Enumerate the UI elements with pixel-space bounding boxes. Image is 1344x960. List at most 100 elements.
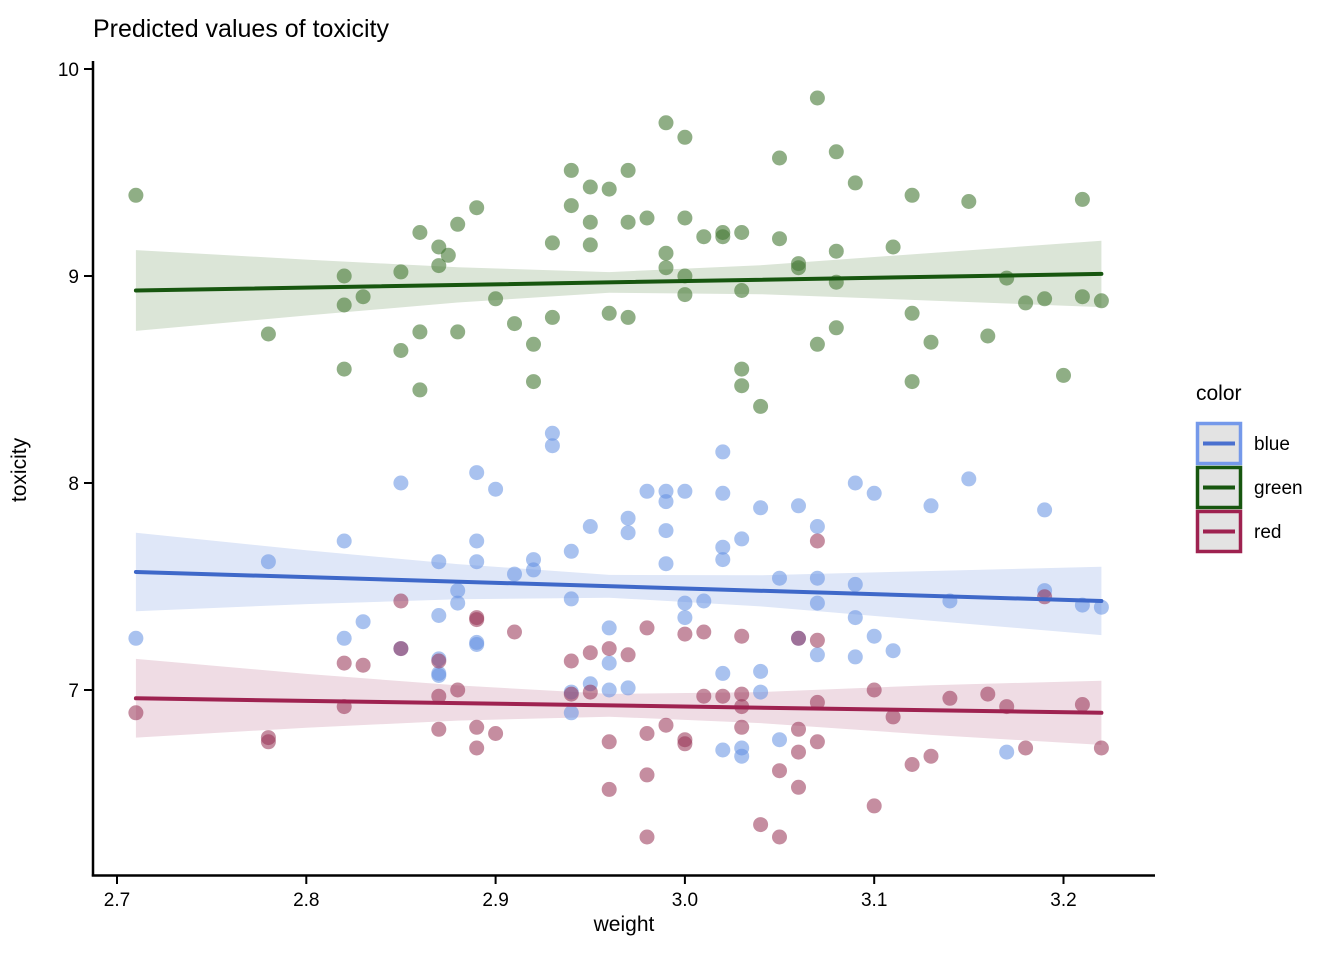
data-point-green: [412, 324, 428, 340]
data-point-green: [809, 90, 825, 106]
legend-label-green: green: [1254, 478, 1303, 499]
data-point-blue: [601, 620, 617, 636]
data-point-green: [526, 336, 541, 352]
data-point-blue: [128, 630, 144, 646]
data-point-red: [791, 721, 806, 737]
data-point-red: [639, 767, 655, 783]
plot-title: Predicted values of toxicity: [93, 15, 389, 43]
data-point-blue: [563, 705, 579, 721]
data-point-green: [544, 235, 560, 251]
data-point-blue: [715, 485, 731, 501]
data-point-green: [772, 150, 787, 166]
data-point-green: [658, 115, 674, 131]
x-tick-label: 3.2: [1050, 890, 1076, 911]
data-point-red: [772, 763, 787, 779]
data-point-green: [412, 382, 428, 398]
data-point-blue: [469, 554, 485, 570]
y-tick-label: 7: [68, 681, 79, 702]
data-point-blue: [336, 630, 352, 646]
data-point-green: [734, 361, 750, 377]
data-point-red: [431, 721, 447, 737]
x-axis-tick-labels: 2.7 2.8 2.9 3.0 3.1 3.2: [104, 890, 1077, 911]
data-point-blue: [431, 554, 447, 570]
data-point-green: [677, 210, 693, 226]
data-point-blue: [753, 663, 769, 679]
data-point-blue: [658, 494, 674, 510]
data-point-blue: [715, 742, 731, 758]
data-point-red: [639, 620, 655, 636]
data-point-green: [828, 144, 844, 160]
y-axis-ticks: [84, 68, 92, 691]
data-point-red: [942, 690, 958, 706]
legend-entry-green: green: [1195, 465, 1303, 510]
data-point-blue: [809, 595, 825, 611]
legend-label-blue: blue: [1254, 434, 1290, 455]
data-point-blue: [260, 554, 276, 570]
data-point-blue: [507, 566, 522, 582]
data-point-green: [507, 316, 522, 332]
x-tick-label: 2.7: [104, 890, 130, 911]
data-point-green: [639, 210, 655, 226]
data-point-green: [658, 260, 674, 276]
data-point-red: [734, 686, 750, 702]
data-point-red: [772, 829, 787, 845]
data-point-red: [923, 748, 939, 764]
data-point-green: [658, 245, 674, 261]
data-point-blue: [734, 531, 750, 547]
data-point-red: [431, 653, 447, 669]
trend-line-green: [133, 271, 1104, 293]
data-point-green: [904, 187, 920, 203]
confidence-ribbon-red: [135, 658, 1102, 745]
data-point-green: [336, 268, 352, 284]
data-point-red: [563, 653, 579, 669]
data-point-green: [620, 214, 636, 230]
data-point-red: [639, 726, 655, 741]
data-point-green: [563, 162, 579, 178]
data-point-red: [601, 781, 617, 797]
data-point-green: [734, 283, 750, 298]
trend-line-red: [133, 696, 1104, 715]
data-point-green: [772, 231, 787, 247]
data-point-green: [450, 216, 466, 232]
y-tick-label: 8: [68, 474, 79, 495]
data-point-red: [866, 682, 882, 698]
x-axis-ticks: [116, 876, 1065, 884]
legend: color blue green red: [1195, 382, 1303, 554]
data-point-red: [980, 686, 996, 702]
data-point-green: [1074, 191, 1090, 207]
data-point-red: [620, 647, 636, 663]
data-point-green: [469, 200, 485, 216]
data-point-blue: [563, 543, 579, 559]
data-point-red: [355, 657, 371, 673]
data-point-green: [980, 328, 996, 344]
data-point-blue: [847, 610, 863, 626]
data-point-red: [260, 734, 276, 750]
data-point-red: [696, 624, 712, 640]
data-point-red: [904, 757, 920, 772]
y-axis-title: toxicity: [8, 437, 31, 502]
y-tick-label: 9: [68, 267, 79, 288]
data-point-green: [734, 225, 750, 240]
data-point-blue: [677, 483, 693, 499]
data-point-blue: [431, 608, 447, 623]
confidence-ribbon-green: [135, 240, 1102, 331]
data-point-blue: [809, 647, 825, 663]
data-point-red: [1037, 589, 1053, 605]
data-point-blue: [772, 732, 787, 748]
data-point-blue: [715, 665, 731, 681]
data-point-green: [620, 162, 636, 178]
data-point-red: [696, 688, 712, 704]
data-point-green: [620, 309, 636, 325]
data-point-red: [809, 632, 825, 648]
data-point-red: [715, 688, 731, 704]
data-point-green: [847, 175, 863, 191]
x-tick-label: 3.1: [861, 890, 887, 911]
data-point-red: [469, 719, 485, 735]
data-point-red: [677, 736, 693, 752]
confidence-ribbon-blue: [135, 532, 1102, 636]
data-point-red: [582, 684, 598, 700]
data-point-green: [734, 378, 750, 394]
data-point-green: [1037, 291, 1053, 307]
data-point-blue: [469, 533, 485, 549]
data-point-green: [393, 343, 409, 358]
